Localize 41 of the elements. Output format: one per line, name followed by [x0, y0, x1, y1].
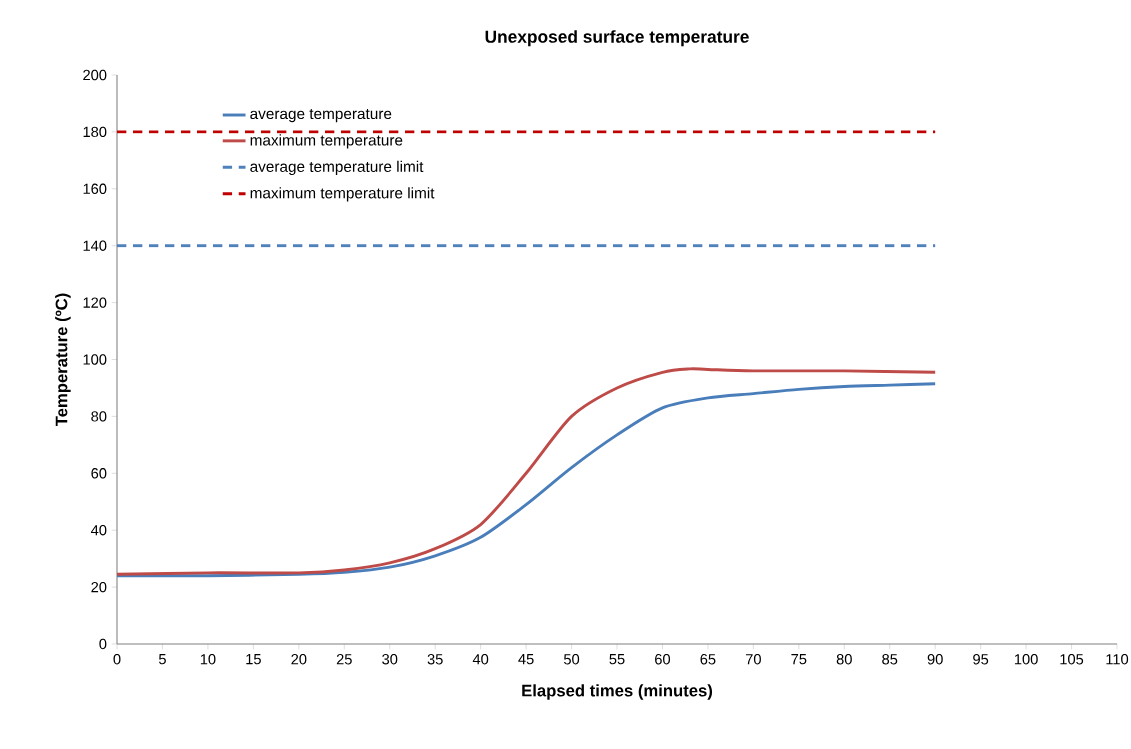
y-axis-title: Temperature (ºC) — [55, 293, 71, 427]
x-tick-label: 105 — [1060, 654, 1084, 665]
x-tick-label: 70 — [745, 654, 761, 665]
x-tick-label: 95 — [973, 654, 989, 665]
chart-title: Unexposed surface temperature — [485, 30, 749, 47]
x-tick-label: 30 — [382, 654, 398, 665]
y-tick-label: 200 — [83, 69, 107, 81]
x-tick-label: 45 — [518, 654, 534, 665]
x-tick-label: 55 — [609, 654, 625, 665]
x-tick-label: 5 — [158, 654, 166, 665]
x-tick-label: 60 — [655, 654, 671, 665]
x-tick-label: 85 — [882, 654, 898, 665]
x-tick-label: 40 — [472, 654, 489, 665]
x-tick-label: 0 — [113, 654, 121, 665]
x-tick-label: 65 — [700, 654, 716, 665]
y-tick-label: 100 — [83, 354, 107, 365]
x-tick-label: 25 — [336, 654, 352, 665]
x-tick-label: 35 — [427, 654, 443, 665]
y-tick-label: 120 — [83, 297, 107, 308]
x-tick-label: 90 — [927, 654, 943, 665]
x-tick-label: 10 — [200, 654, 216, 665]
x-tick-label: 75 — [791, 654, 807, 665]
x-tick-label: 15 — [246, 654, 261, 665]
x-tick-label: 20 — [291, 654, 307, 665]
legend-label: average temperature — [250, 109, 392, 123]
y-tick-label: 60 — [91, 468, 107, 479]
y-tick-label: 40 — [90, 525, 107, 536]
y-tick-label: 20 — [91, 581, 107, 593]
legend-label: maximum temperature — [250, 134, 403, 149]
legend-label: average temperature limit — [250, 160, 424, 176]
x-tick-label: 100 — [1014, 654, 1038, 665]
x-axis-title: Elapsed times (minutes) — [522, 684, 713, 700]
x-tick-label: 80 — [836, 654, 852, 665]
y-tick-label: 140 — [83, 240, 107, 251]
x-tick-label: 110 — [1106, 654, 1129, 665]
y-tick-label: 180 — [83, 126, 107, 138]
y-tick-label: 0 — [99, 638, 107, 650]
x-tick-label: 50 — [563, 654, 580, 665]
y-tick-label: 160 — [83, 183, 107, 194]
legend-label: maximum temperature limit — [250, 187, 435, 202]
y-tick-label: 80 — [91, 411, 107, 422]
